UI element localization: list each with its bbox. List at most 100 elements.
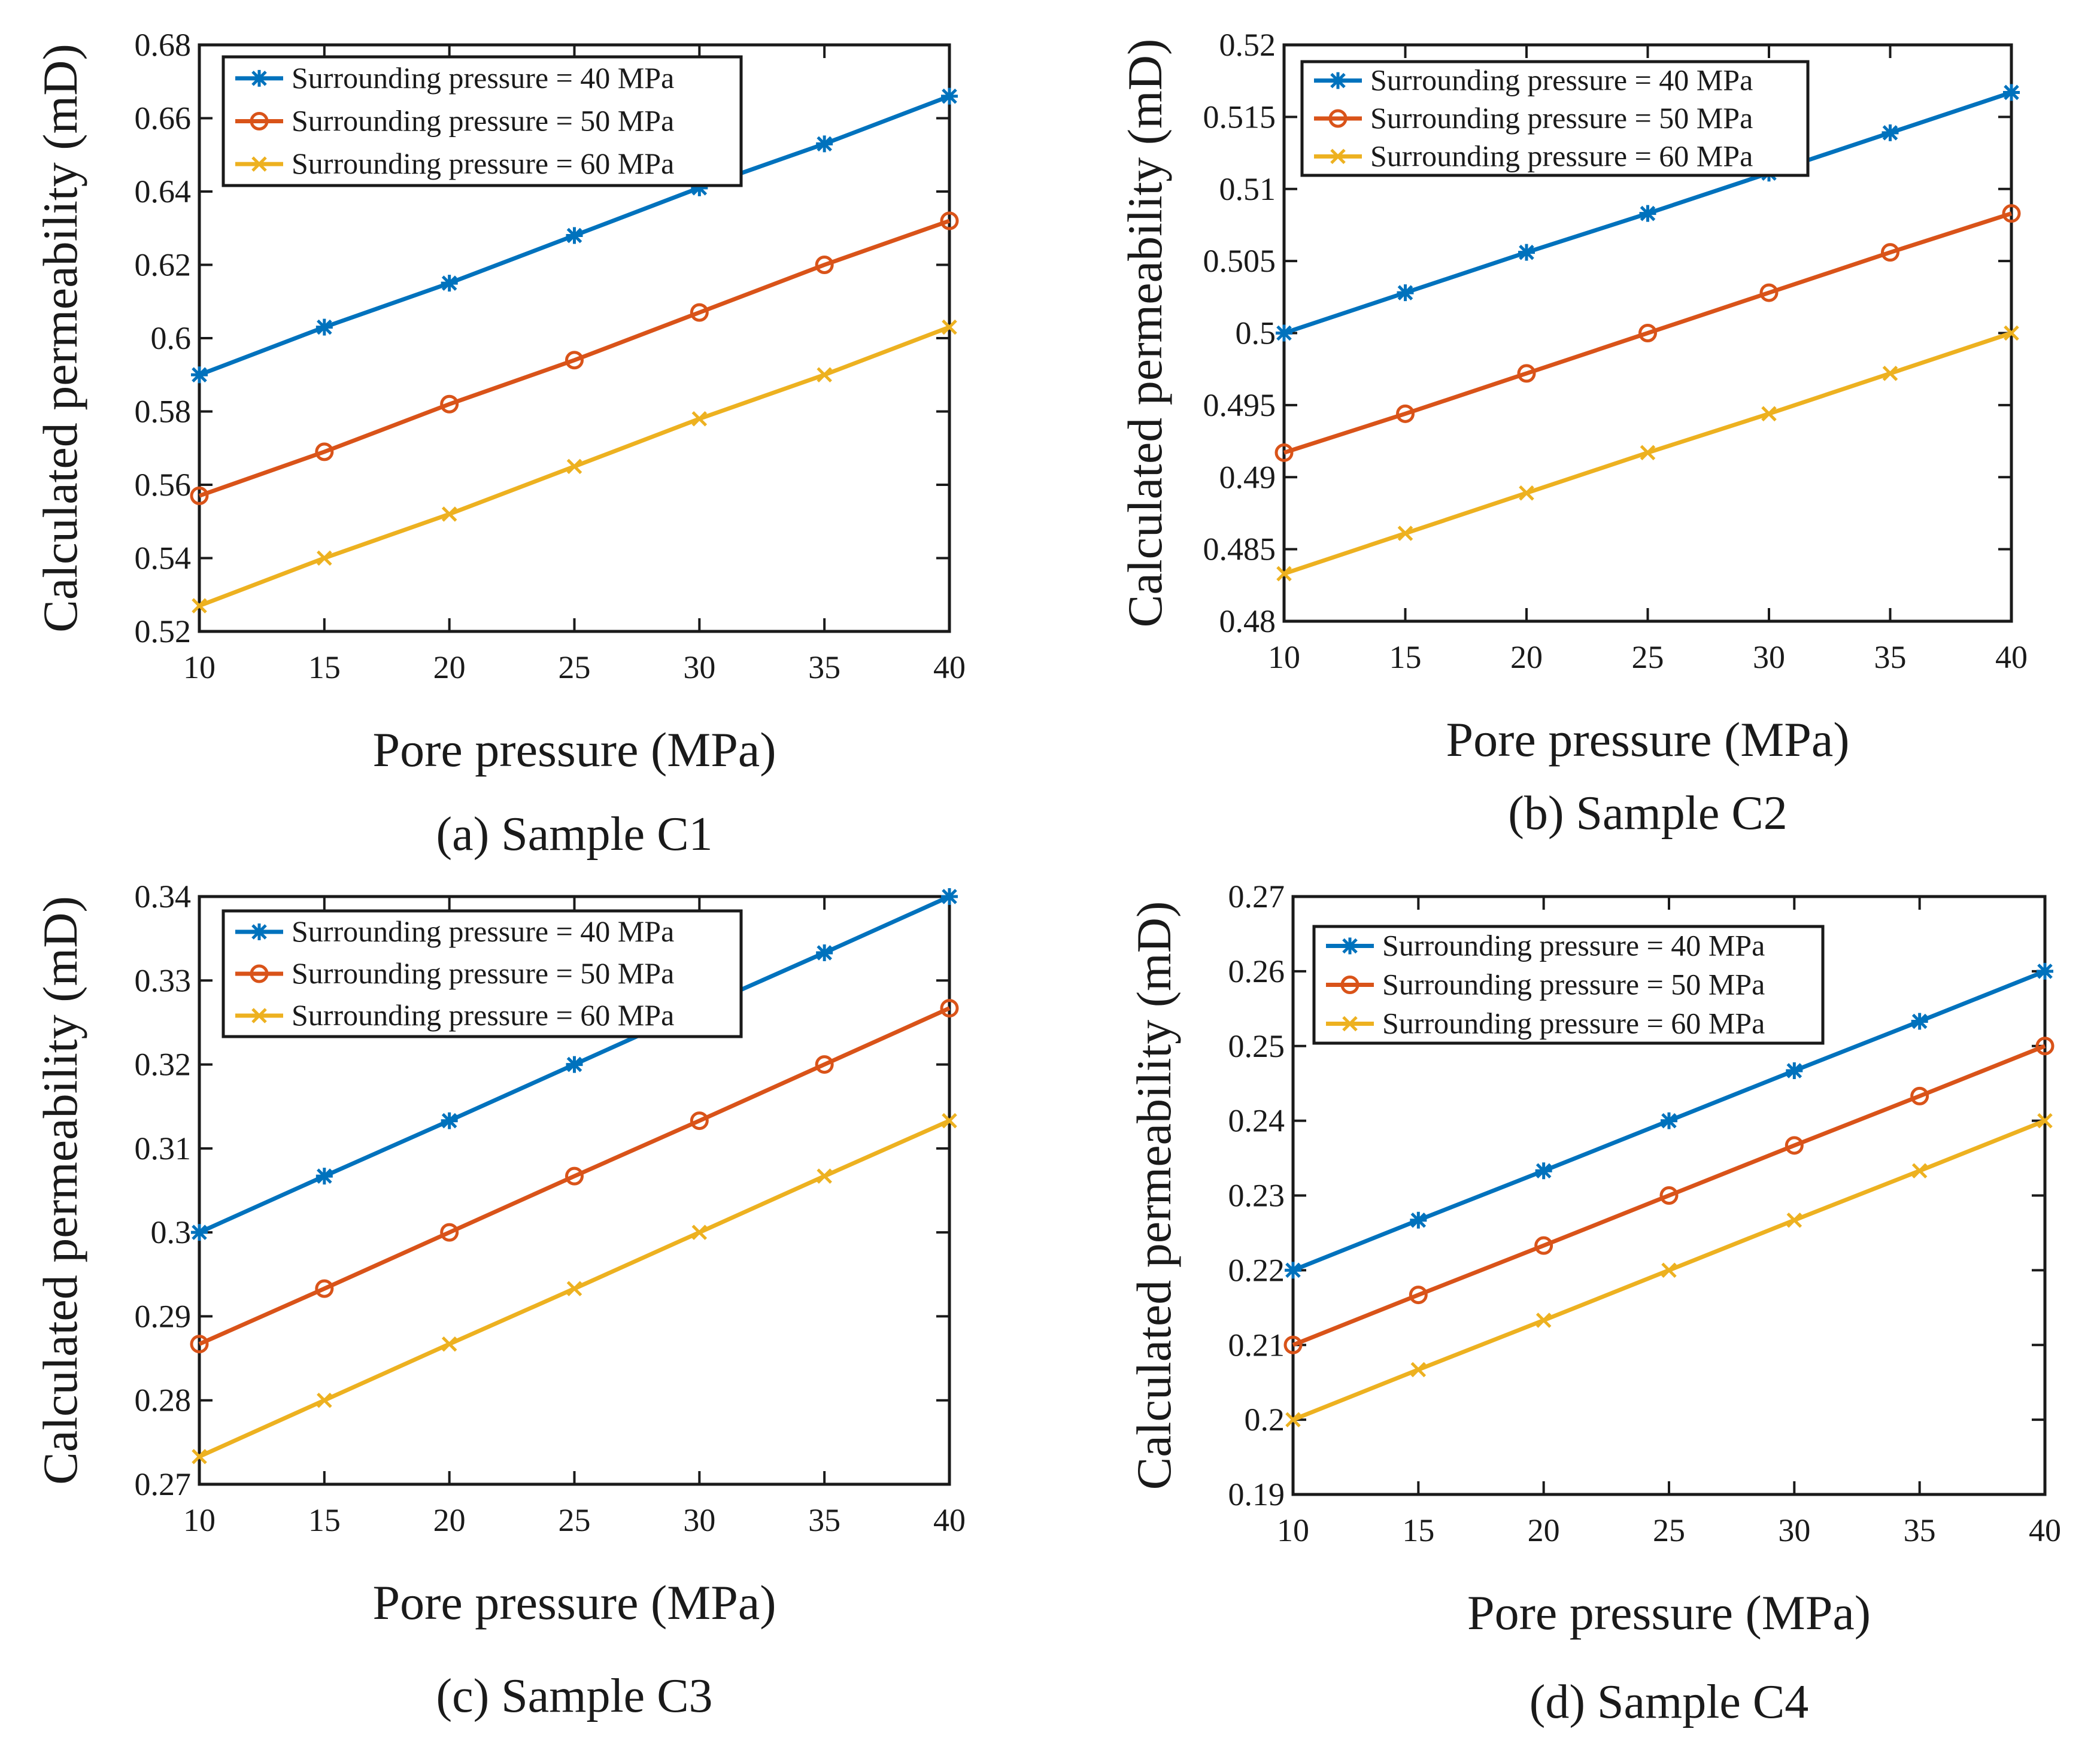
x-tick-label: 20 bbox=[433, 1502, 466, 1538]
x-tick-label: 25 bbox=[559, 1502, 591, 1538]
y-tick-label: 0.62 bbox=[135, 247, 192, 283]
data-point bbox=[190, 486, 209, 505]
series-3 bbox=[1276, 325, 2019, 582]
y-axis-title: Calculated permeability (mD) bbox=[1127, 901, 1181, 1490]
y-tick-label: 0.485 bbox=[1203, 531, 1276, 567]
legend: Surrounding pressure = 40 MPa Surrounding… bbox=[1312, 925, 1825, 1045]
legend-box bbox=[221, 909, 743, 1038]
x-tick-label: 10 bbox=[183, 1502, 216, 1538]
legend-label: Surrounding pressure = 50 MPa bbox=[292, 104, 674, 138]
data-point bbox=[815, 1055, 834, 1074]
legend: Surrounding pressure = 40 MPa Surrounding… bbox=[1300, 60, 1810, 177]
legend-label: Surrounding pressure = 50 MPa bbox=[1382, 968, 1765, 1001]
data-point bbox=[1519, 485, 1534, 501]
x-tick-label: 30 bbox=[683, 649, 715, 685]
data-point bbox=[1409, 1286, 1428, 1305]
chart-panel-3: 10 15 20 25 30 35 40 0.27 0.28 0.29 0.3 0.31 0.32 0.3… bbox=[33, 879, 966, 1722]
x-axis-title: Pore pressure (MPa) bbox=[372, 1575, 776, 1630]
y-tick-label: 0.2 bbox=[1245, 1402, 1285, 1438]
x-tick-label: 30 bbox=[1753, 639, 1785, 675]
legend-marker bbox=[250, 112, 269, 130]
legend-marker bbox=[250, 964, 269, 983]
series-1 bbox=[191, 888, 958, 1241]
data-point bbox=[942, 1113, 957, 1129]
data-point bbox=[1881, 124, 1899, 141]
data-point bbox=[1283, 1335, 1303, 1354]
data-point bbox=[1881, 243, 1899, 262]
y-tick-label: 0.31 bbox=[135, 1131, 192, 1166]
data-point bbox=[2037, 962, 2053, 980]
data-point bbox=[1534, 1236, 1553, 1255]
legend-label: Surrounding pressure = 40 MPa bbox=[292, 61, 674, 95]
data-point bbox=[690, 1111, 709, 1131]
x-tick-label: 35 bbox=[1874, 639, 1907, 675]
data-point bbox=[691, 179, 708, 196]
data-point bbox=[440, 394, 459, 414]
legend-label: Surrounding pressure = 50 MPa bbox=[292, 956, 674, 990]
data-point bbox=[192, 598, 207, 613]
data-point bbox=[315, 442, 334, 461]
data-point bbox=[2035, 1037, 2055, 1056]
y-axis-title: Calculated permeability (mD) bbox=[1118, 39, 1172, 628]
series-3 bbox=[192, 1113, 957, 1465]
legend-marker bbox=[1340, 976, 1359, 994]
legend-marker bbox=[1342, 1016, 1358, 1032]
x-tick-label: 25 bbox=[559, 649, 591, 685]
data-point bbox=[691, 1225, 708, 1240]
x-tick-label: 40 bbox=[1995, 639, 2028, 675]
y-axis-title: Calculated permeability (mD) bbox=[33, 44, 87, 633]
data-point bbox=[1911, 1163, 1928, 1179]
data-point bbox=[941, 87, 958, 105]
data-point bbox=[817, 1168, 832, 1184]
y-tick-label: 0.58 bbox=[135, 394, 192, 430]
x-axis-title: Pore pressure (MPa) bbox=[1446, 712, 1849, 767]
series-line bbox=[1283, 211, 2013, 455]
series-line bbox=[198, 218, 951, 498]
y-tick-label: 0.21 bbox=[1228, 1327, 1285, 1363]
x-tick-label: 35 bbox=[1904, 1512, 1936, 1548]
series-2 bbox=[1274, 204, 2021, 462]
series-1 bbox=[1285, 962, 2053, 1279]
y-tick-label: 0.495 bbox=[1203, 387, 1276, 423]
legend-marker bbox=[1328, 109, 1348, 128]
panel-caption: (d) Sample C4 bbox=[1530, 1676, 1809, 1728]
data-point bbox=[565, 351, 584, 370]
y-tick-label: 0.515 bbox=[1203, 99, 1276, 135]
data-point bbox=[1410, 1211, 1427, 1229]
y-tick-label: 0.26 bbox=[1228, 953, 1285, 989]
data-point bbox=[1535, 1162, 1552, 1180]
y-tick-label: 0.22 bbox=[1228, 1252, 1285, 1288]
x-tick-label: 15 bbox=[1402, 1512, 1434, 1548]
data-point bbox=[1397, 525, 1413, 541]
y-tick-label: 0.66 bbox=[135, 101, 192, 136]
legend-marker bbox=[1342, 937, 1358, 955]
data-point bbox=[1638, 324, 1657, 342]
data-point bbox=[1759, 283, 1779, 302]
y-tick-label: 0.27 bbox=[135, 1466, 192, 1502]
data-point bbox=[565, 1166, 584, 1186]
data-point bbox=[1639, 205, 1656, 222]
y-tick-label: 0.6 bbox=[151, 320, 192, 356]
y-tick-label: 0.23 bbox=[1228, 1178, 1285, 1214]
data-point bbox=[1786, 1212, 1802, 1228]
data-point bbox=[1410, 1362, 1427, 1378]
x-tick-label: 25 bbox=[1632, 639, 1664, 675]
y-tick-label: 0.33 bbox=[135, 962, 192, 998]
x-tick-label: 10 bbox=[1268, 639, 1300, 675]
x-tick-label: 20 bbox=[1510, 639, 1543, 675]
legend-label: Surrounding pressure = 50 MPa bbox=[1370, 101, 1753, 135]
legend-label: Surrounding pressure = 40 MPa bbox=[1382, 929, 1765, 962]
y-tick-label: 0.505 bbox=[1203, 243, 1276, 279]
x-axis-title: Pore pressure (MPa) bbox=[372, 722, 776, 777]
y-tick-label: 0.25 bbox=[1228, 1028, 1285, 1064]
data-point bbox=[317, 550, 332, 566]
y-tick-label: 0.19 bbox=[1228, 1476, 1285, 1512]
data-point bbox=[817, 367, 832, 383]
data-point bbox=[441, 506, 457, 522]
data-point bbox=[1882, 366, 1898, 381]
data-point bbox=[816, 135, 833, 153]
legend-marker bbox=[1330, 72, 1346, 89]
series-2 bbox=[190, 211, 959, 505]
series-2 bbox=[190, 999, 959, 1354]
